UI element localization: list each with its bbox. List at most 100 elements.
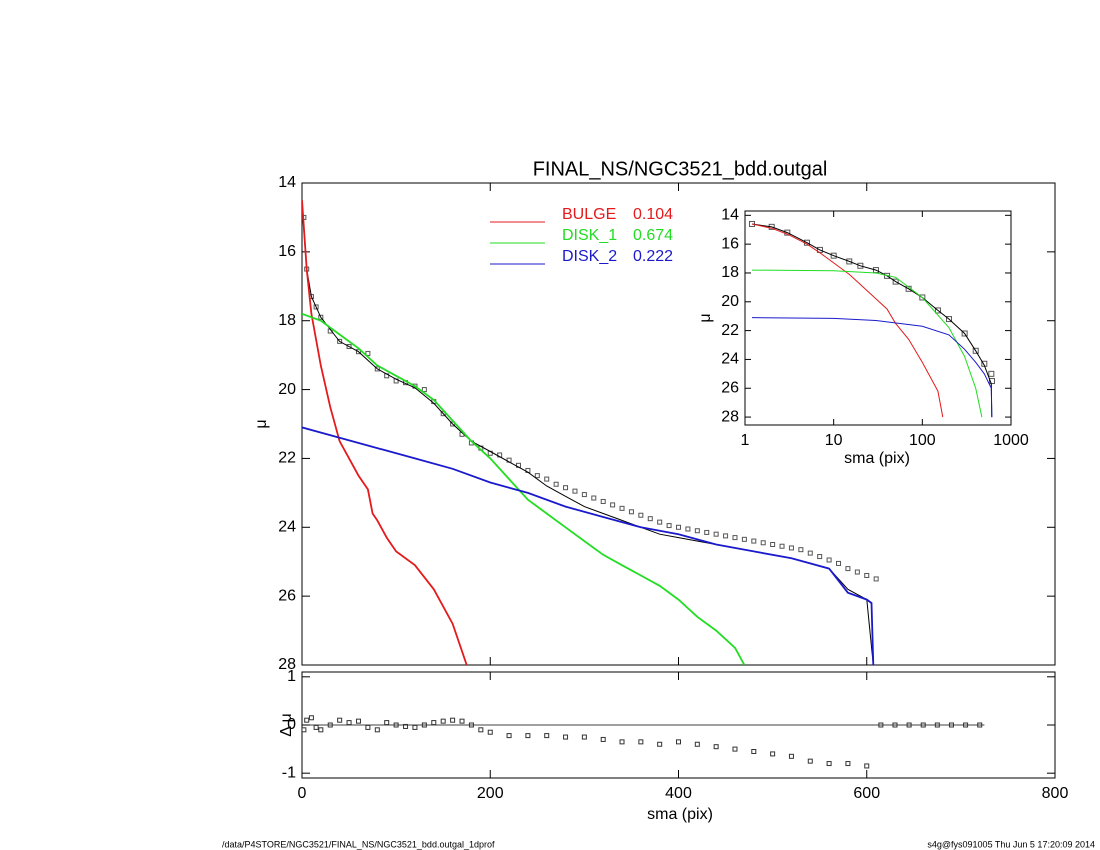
data-point — [732, 535, 738, 541]
x-tick-label: 800 — [1042, 785, 1069, 802]
data-point — [826, 557, 832, 563]
data-layer — [302, 715, 983, 769]
data-point — [572, 488, 578, 494]
legend-label: BULGE — [562, 206, 616, 223]
data-point — [544, 733, 550, 739]
footer-left: /data/P4STORE/NGC3521/FINAL_NS/NGC3521_b… — [222, 839, 495, 849]
data-point — [302, 727, 307, 733]
legend-fraction: 0.104 — [633, 206, 673, 223]
legend-fraction: 0.222 — [633, 248, 673, 265]
series-line — [302, 200, 468, 665]
data-point — [779, 543, 785, 549]
data-point — [638, 512, 644, 518]
y-tick-label: 22 — [721, 322, 739, 339]
chart-title: FINAL_NS/NGC3521_bdd.outgal — [533, 158, 828, 180]
series-line — [751, 269, 983, 418]
data-point — [948, 722, 954, 728]
data-point — [751, 749, 757, 754]
y-tick-label: 28 — [721, 408, 739, 425]
y-tick-label: 18 — [721, 264, 739, 281]
y-tick-label: 16 — [721, 235, 739, 252]
data-point — [836, 560, 842, 566]
data-point — [313, 304, 319, 310]
data-point — [628, 509, 634, 515]
x-tick-label: 1 — [741, 432, 750, 449]
data-point — [313, 724, 319, 730]
data-point — [864, 572, 870, 578]
x-tick-label: 100 — [909, 432, 936, 449]
data-point — [988, 378, 995, 385]
data-point — [920, 722, 926, 728]
data-point — [676, 524, 681, 530]
data-point — [760, 540, 766, 546]
data-point — [963, 722, 969, 728]
data-point — [355, 718, 361, 724]
data-point — [713, 531, 719, 537]
data-point — [934, 722, 940, 728]
data-point — [393, 722, 399, 728]
data-point — [784, 229, 791, 236]
data-point — [318, 727, 324, 733]
y-tick-label: 14 — [721, 207, 739, 224]
data-point — [327, 722, 333, 728]
y-tick-label: 24 — [721, 351, 739, 368]
data-point — [713, 744, 719, 750]
panel: 14 16 18 20 22 24 26 28 μ BULGE 0.104 DISK_1 0.674 DI… — [253, 174, 1056, 673]
data-point — [581, 734, 587, 740]
data-point — [770, 542, 776, 547]
data-point — [751, 538, 757, 544]
legend-label: DISK_2 — [562, 248, 617, 265]
data-point — [374, 366, 380, 372]
data-point — [431, 720, 437, 726]
data-point — [459, 718, 465, 724]
data-point — [355, 349, 361, 355]
data-point — [826, 761, 832, 767]
legend-fraction: 0.674 — [633, 227, 673, 244]
data-point — [878, 722, 884, 728]
data-point — [506, 733, 512, 739]
data-point — [657, 741, 663, 747]
series-line — [302, 426, 875, 665]
data-point — [919, 294, 926, 301]
y-tick-label: 20 — [278, 381, 296, 398]
data-point — [337, 338, 343, 344]
y-tick-label: 24 — [278, 519, 296, 536]
data-point — [830, 252, 837, 259]
data-point — [798, 547, 804, 553]
data-point — [892, 722, 898, 728]
plot-frame — [744, 210, 1012, 426]
x-tick-label: 10 — [825, 432, 843, 449]
data-point — [972, 347, 979, 354]
data-point — [676, 739, 681, 745]
data-point — [723, 533, 729, 539]
plot-frame — [301, 182, 1056, 666]
y-tick-label: 20 — [721, 293, 739, 310]
data-point — [732, 746, 738, 752]
data-point — [788, 545, 794, 551]
y-tick-label: 16 — [278, 243, 296, 260]
data-point — [647, 516, 653, 522]
y-tick-label: 28 — [278, 656, 296, 673]
data-point — [563, 734, 569, 740]
data-point — [845, 761, 851, 767]
x-axis-label: sma (pix) — [647, 806, 713, 823]
data-point — [892, 278, 899, 285]
data-point — [934, 307, 941, 314]
data-point — [657, 519, 663, 525]
data-point — [854, 569, 860, 575]
series-line — [302, 203, 874, 665]
y-tick-label: 18 — [278, 312, 296, 329]
data-point — [807, 550, 813, 556]
data-point — [403, 723, 409, 729]
data-point — [365, 350, 371, 356]
data-point — [619, 739, 625, 745]
data-point — [487, 729, 493, 735]
data-point — [544, 476, 550, 482]
y-tick-label: 14 — [278, 174, 296, 191]
data-point — [450, 717, 456, 723]
data-point — [337, 717, 343, 723]
data-point — [478, 727, 484, 733]
data-point — [817, 554, 823, 560]
data-point — [346, 720, 352, 726]
